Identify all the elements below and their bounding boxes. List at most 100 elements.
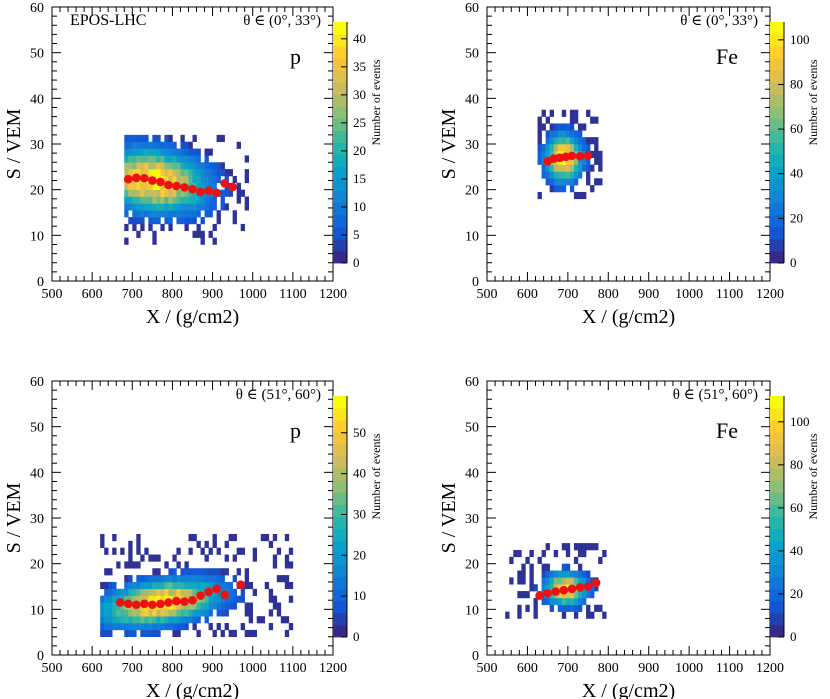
profile-point xyxy=(164,180,173,190)
x-tick-label: 900 xyxy=(202,661,223,676)
heatmap-cell xyxy=(236,189,241,197)
heatmap-cell xyxy=(100,629,105,638)
heatmap-cell xyxy=(549,577,554,585)
x-tick-label: 1000 xyxy=(239,661,267,676)
x-tick-label: 700 xyxy=(122,661,143,676)
heatmap-cell xyxy=(176,575,181,583)
x-tick-label: 500 xyxy=(42,287,63,302)
heatmap-cell xyxy=(172,162,177,170)
heatmap xyxy=(100,533,294,638)
heatmap-cell xyxy=(200,169,205,177)
heatmap-cell xyxy=(509,556,514,564)
heatmap-cell xyxy=(184,155,189,163)
heatmap-cell xyxy=(561,185,567,193)
heatmap-cell xyxy=(553,130,559,138)
heatmap-cell xyxy=(533,604,538,612)
heatmap-cell xyxy=(594,157,599,165)
heatmap-cell xyxy=(216,595,221,603)
x-axis-label: X / (g/cm2) xyxy=(146,680,239,699)
colorbar-segment xyxy=(770,576,784,590)
heatmap-cell xyxy=(188,217,193,225)
colorbar-segment xyxy=(770,396,784,409)
colorbar-tick-label: 80 xyxy=(790,457,803,472)
heatmap-cell xyxy=(549,584,554,592)
x-tick-label: 600 xyxy=(82,661,103,676)
heatmap-cell xyxy=(557,178,563,186)
colorbar-segment xyxy=(770,178,784,192)
heatmap-cell xyxy=(537,191,542,200)
heatmap-cell xyxy=(160,595,165,603)
heatmap-cell xyxy=(140,148,145,156)
heatmap-cell xyxy=(156,148,161,156)
heatmap-cell xyxy=(124,616,129,624)
colorbar-tick-label: 0 xyxy=(790,255,797,270)
heatmap-cell xyxy=(128,561,133,569)
colorbar-segment xyxy=(770,154,784,167)
colorbar-segment xyxy=(770,468,784,481)
profile-point xyxy=(188,595,197,605)
heatmap-cell xyxy=(136,609,141,617)
heatmap-cell xyxy=(513,549,518,558)
heatmap-cell xyxy=(216,134,221,143)
heatmap-cell xyxy=(188,169,193,177)
heatmap-cell xyxy=(288,581,294,590)
heatmap-cell xyxy=(224,540,229,548)
colorbar-tick-label: 5 xyxy=(353,227,360,242)
heatmap-cell xyxy=(545,178,550,186)
y-tick-label: 10 xyxy=(30,603,44,618)
heatmap-cell xyxy=(164,148,169,156)
heatmap-cell xyxy=(569,171,575,179)
heatmap-cell xyxy=(545,570,550,578)
heatmap-cell xyxy=(561,109,567,117)
heatmap-cell xyxy=(196,210,201,218)
heatmap-cell xyxy=(184,189,189,197)
heatmap-cell xyxy=(232,602,237,610)
heatmap-cell xyxy=(188,581,193,590)
y-tick-label: 0 xyxy=(37,649,44,664)
heatmap-cell xyxy=(549,130,554,138)
heatmap-cell xyxy=(180,155,185,163)
heatmap-cell xyxy=(152,575,157,583)
heatmap-cell xyxy=(248,602,254,610)
heatmap-cell xyxy=(204,540,209,548)
heatmap-cell xyxy=(573,543,579,551)
heatmap-cell xyxy=(224,581,229,590)
heatmap-cell xyxy=(521,563,526,571)
heatmap-cell xyxy=(188,609,193,617)
heatmap-cell xyxy=(152,609,157,617)
heatmap-cell xyxy=(188,189,193,197)
heatmap-cell xyxy=(582,157,587,165)
colorbar-segment xyxy=(333,624,347,638)
heatmap-cell xyxy=(136,196,141,204)
heatmap-cell xyxy=(164,162,169,170)
heatmap-cell xyxy=(144,595,149,603)
heatmap-cell xyxy=(128,182,133,190)
colorbar-tick-label: 20 xyxy=(353,143,366,158)
heatmap-cell xyxy=(132,561,137,569)
particle-label: Fe xyxy=(716,418,738,443)
heatmap-cell xyxy=(192,196,197,204)
heatmap-cell xyxy=(208,162,213,170)
colorbar-segment xyxy=(333,250,347,264)
colorbar-segment xyxy=(770,142,784,155)
heatmap-cell xyxy=(180,134,185,143)
heatmap-cell xyxy=(188,547,193,555)
heatmap-cell xyxy=(537,150,542,158)
heatmap-cell xyxy=(180,189,185,197)
colorbar-tick-label: 20 xyxy=(790,586,803,601)
heatmap-cell xyxy=(144,141,149,149)
heatmap-cell xyxy=(224,602,229,610)
colorbar-segment xyxy=(333,190,347,204)
heatmap-cell xyxy=(565,570,571,578)
x-tick-label: 1000 xyxy=(239,287,267,302)
heatmap-cell xyxy=(144,588,149,596)
heatmap-cell xyxy=(553,178,559,186)
heatmap-cell xyxy=(136,230,141,238)
y-tick-label: 40 xyxy=(30,466,44,481)
heatmap-cell xyxy=(216,210,221,218)
colorbar-segment xyxy=(333,480,347,493)
x-tick-label: 700 xyxy=(122,287,143,302)
heatmap-cell xyxy=(172,609,177,617)
colorbar-segment xyxy=(333,82,347,95)
